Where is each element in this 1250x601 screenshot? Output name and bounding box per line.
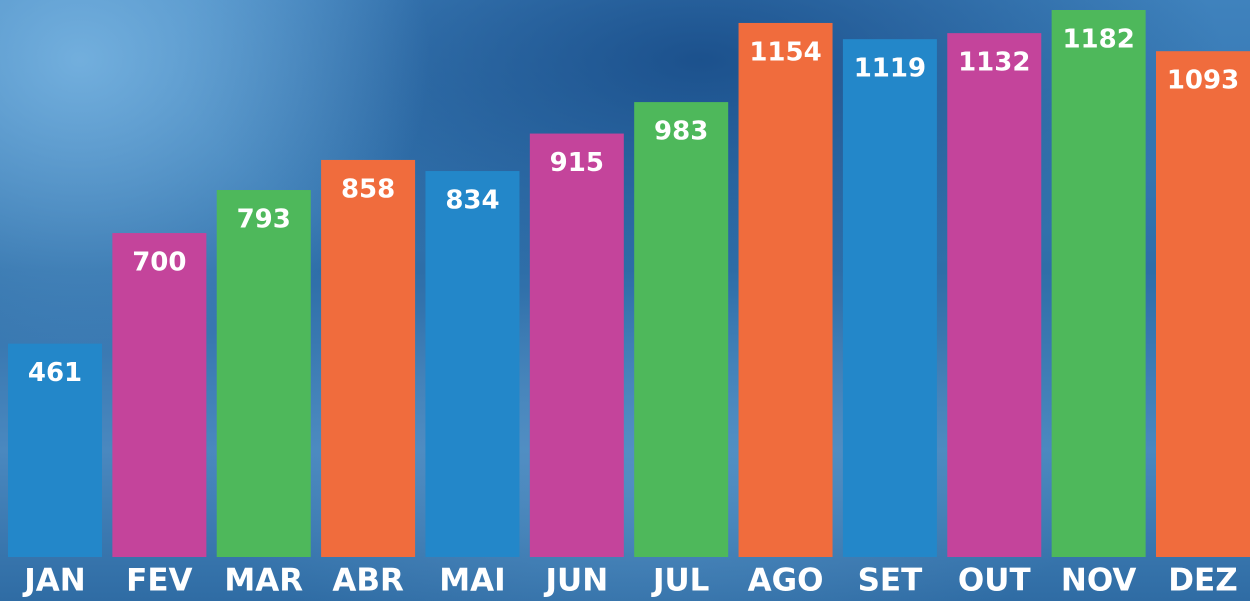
bar (947, 33, 1041, 557)
value-label: 834 (445, 186, 499, 216)
value-label: 1182 (1062, 25, 1134, 55)
x-tick-label: AGO (748, 563, 824, 599)
value-label: 1154 (749, 37, 821, 67)
x-tick-label: DEZ (1168, 563, 1237, 599)
bar (425, 171, 519, 557)
bar (112, 233, 206, 557)
x-tick-label: MAR (224, 563, 303, 599)
value-label: 1132 (958, 48, 1030, 78)
bar (739, 23, 833, 557)
value-label: 983 (654, 117, 708, 147)
x-tick-label: OUT (958, 563, 1031, 599)
x-tick-label: NOV (1061, 563, 1136, 599)
x-tick-label: JUL (651, 563, 709, 599)
page: 461 JAN 700 FEV 793 MAR 858 ABR 834 MAI 915 JUN 983 J… (0, 0, 1250, 601)
bar (321, 160, 415, 557)
x-tick-label: JUN (543, 563, 608, 599)
x-tick-label: ABR (332, 563, 404, 599)
value-label: 1093 (1167, 66, 1239, 96)
value-label: 858 (341, 174, 395, 204)
bar (1156, 51, 1250, 557)
value-label: 1119 (854, 54, 926, 84)
value-label: 461 (28, 358, 82, 388)
bar (843, 39, 937, 557)
value-label: 793 (237, 205, 291, 235)
bar (634, 102, 728, 557)
value-label: 700 (132, 248, 186, 278)
x-tick-label: MAI (439, 563, 505, 599)
chart: 461 JAN 700 FEV 793 MAR 858 ABR 834 MAI 915 JUN 983 J… (0, 0, 1250, 601)
bar (217, 190, 311, 557)
x-tick-label: FEV (126, 563, 192, 599)
bar (530, 134, 624, 557)
x-tick-label: SET (858, 563, 923, 599)
x-tick-label: JAN (22, 563, 85, 599)
bar (1052, 10, 1146, 557)
value-label: 915 (550, 148, 604, 178)
